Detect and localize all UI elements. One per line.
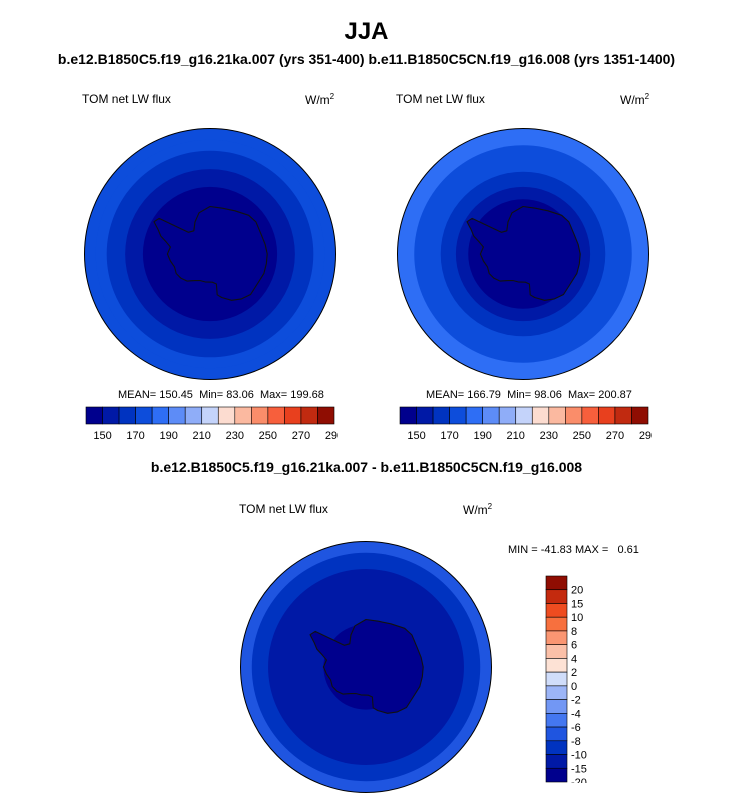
colorbar-tick-label: 190 xyxy=(159,430,177,442)
diff-units: W/m2 xyxy=(463,502,493,517)
panel1-stats: MEAN= 150.45 Min= 83.06 Max= 199.68 xyxy=(118,389,324,401)
colorbar-tick-label: 150 xyxy=(93,430,111,442)
colorbar-box-12 xyxy=(284,406,302,425)
colorbar-box-11 xyxy=(545,726,568,742)
colorbar-tick-label: -4 xyxy=(571,708,581,720)
map-boundary xyxy=(397,128,649,380)
colorbar-tick-label: 15 xyxy=(571,598,583,610)
colorbar-tick-label: 290 xyxy=(639,430,652,442)
panel2-polar-map xyxy=(397,128,649,380)
panel1-colorbar: 150 170 190 210 230 250 270 290 xyxy=(85,406,338,442)
map-boundary xyxy=(84,128,336,380)
colorbar-box-8 xyxy=(531,406,550,425)
colorbar-box-7 xyxy=(545,671,568,687)
colorbar-box-5 xyxy=(545,644,568,659)
colorbar-box-14 xyxy=(631,406,649,425)
panel2-colorbar: 150 170 190 210 230 250 270 290 xyxy=(399,406,652,442)
colorbar-tick-label: 250 xyxy=(573,430,591,442)
colorbar-box-11 xyxy=(267,406,285,425)
antarctica-coastline xyxy=(153,205,268,301)
colorbar-box-14 xyxy=(545,767,568,783)
colorbar-box-1 xyxy=(416,406,434,425)
colorbar-box-6 xyxy=(545,658,568,673)
colorbar-box-10 xyxy=(545,713,568,728)
colorbar-box-2 xyxy=(118,406,136,425)
colorbar-tick-label: 190 xyxy=(473,430,491,442)
colorbar-box-9 xyxy=(234,406,252,425)
colorbar-box-4 xyxy=(151,406,169,425)
antarctica-coastline xyxy=(309,618,424,714)
colorbar-tick-label: 210 xyxy=(193,430,211,442)
colorbar-tick-label: -8 xyxy=(571,736,581,748)
comparison-title: b.e12.B1850C5.f19_g16.21ka.007 (yrs 351-… xyxy=(57,51,676,67)
diff-stats: MIN = -41.83 MAX = 0.61 xyxy=(508,544,639,556)
difference-title: b.e12.B1850C5.f19_g16.21ka.007 - b.e11.B… xyxy=(150,459,583,475)
colorbar-box-0 xyxy=(399,406,417,425)
colorbar-tick-label: -10 xyxy=(571,750,587,762)
panel1-polar-map xyxy=(84,128,336,380)
colorbar-tick-label: 6 xyxy=(571,640,577,652)
colorbar-box-10 xyxy=(251,406,269,425)
diff-polar-map xyxy=(240,541,492,793)
colorbar-tick-label: -6 xyxy=(571,722,581,734)
colorbar-box-2 xyxy=(545,603,568,618)
colorbar-box-6 xyxy=(498,406,517,425)
colorbar-tick-label: -15 xyxy=(571,763,587,775)
panel1-variable-label: TOM net LW flux xyxy=(82,92,171,106)
colorbar-tick-label: 170 xyxy=(126,430,144,442)
colorbar-tick-label: 290 xyxy=(325,430,338,442)
colorbar-box-4 xyxy=(545,630,568,645)
colorbar-tick-label: 10 xyxy=(571,612,583,624)
colorbar-box-13 xyxy=(300,406,318,425)
colorbar-box-5 xyxy=(482,406,500,425)
colorbar-tick-label: 2 xyxy=(571,667,577,679)
colorbar-tick-label: 230 xyxy=(226,430,244,442)
colorbar-tick-label: 270 xyxy=(292,430,310,442)
colorbar-box-1 xyxy=(102,406,120,425)
panel2-stats: MEAN= 166.79 Min= 98.06 Max= 200.87 xyxy=(426,389,632,401)
colorbar-tick-label: 230 xyxy=(540,430,558,442)
panel2-variable-label: TOM net LW flux xyxy=(396,92,485,106)
colorbar-box-5 xyxy=(168,406,186,425)
colorbar-box-10 xyxy=(565,406,583,425)
colorbar-box-3 xyxy=(135,406,153,425)
colorbar-box-9 xyxy=(545,699,568,714)
colorbar-tick-label: 8 xyxy=(571,626,577,638)
colorbar-tick-label: 4 xyxy=(571,653,577,665)
main-title: JJA xyxy=(344,18,389,45)
colorbar-tick-label: 250 xyxy=(259,430,277,442)
colorbar-tick-label: -20 xyxy=(571,777,587,783)
colorbar-box-0 xyxy=(545,575,568,591)
colorbar-box-8 xyxy=(545,685,568,700)
colorbar-box-13 xyxy=(614,406,632,425)
colorbar-box-6 xyxy=(184,406,203,425)
colorbar-box-14 xyxy=(317,406,335,425)
colorbar-box-7 xyxy=(515,406,533,425)
panel2-units: W/m2 xyxy=(620,92,650,107)
colorbar-tick-label: 20 xyxy=(571,585,583,597)
colorbar-tick-label: -2 xyxy=(571,695,581,707)
colorbar-box-7 xyxy=(201,406,219,425)
colorbar-box-3 xyxy=(449,406,467,425)
colorbar-tick-label: 270 xyxy=(606,430,624,442)
colorbar-tick-label: 170 xyxy=(440,430,458,442)
colorbar-box-2 xyxy=(432,406,450,425)
colorbar-tick-label: 150 xyxy=(407,430,425,442)
colorbar-box-12 xyxy=(545,740,568,755)
colorbar-box-3 xyxy=(545,616,568,632)
colorbar-box-13 xyxy=(545,754,568,769)
colorbar-box-11 xyxy=(581,406,599,425)
colorbar-box-4 xyxy=(465,406,483,425)
colorbar-box-0 xyxy=(85,406,103,425)
colorbar-box-8 xyxy=(217,406,236,425)
colorbar-box-12 xyxy=(598,406,616,425)
diff-variable-label: TOM net LW flux xyxy=(239,502,328,516)
colorbar-box-1 xyxy=(545,589,568,604)
colorbar-tick-label: 210 xyxy=(507,430,525,442)
colorbar-tick-label: 0 xyxy=(571,681,577,693)
colorbar-box-9 xyxy=(548,406,566,425)
antarctica-coastline xyxy=(466,205,581,301)
panel1-units: W/m2 xyxy=(305,92,335,107)
